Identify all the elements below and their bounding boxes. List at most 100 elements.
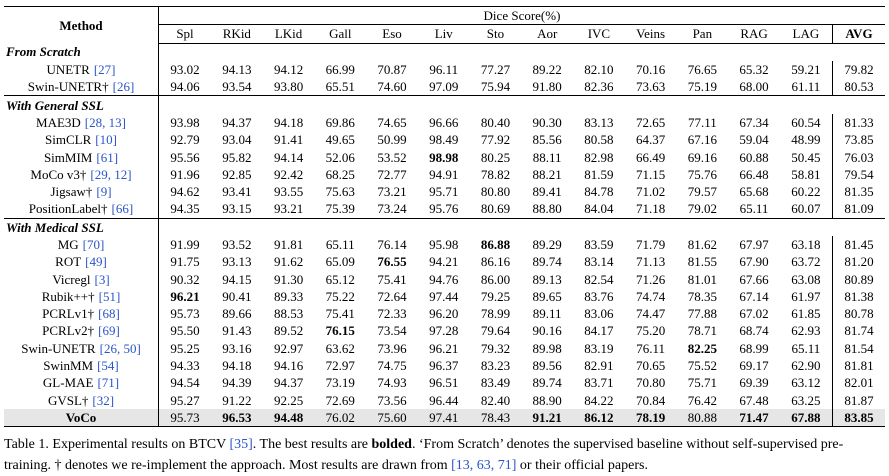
score-cell: 70.84 [635, 392, 666, 408]
score-cell: 89.98 [532, 340, 562, 356]
score-cell: 65.12 [325, 271, 355, 287]
score-cell: 81.81 [831, 356, 885, 375]
method-name: MG [57, 237, 79, 252]
score-cell: 75.60 [366, 408, 418, 428]
method-row: Swin-UNETR† [26] 94.06 93.54 93.80 65.51 74.60… [4, 78, 885, 96]
score-cell: 88.80 [532, 201, 562, 217]
score-cell: 71.02 [635, 184, 666, 200]
score-cell: 74.65 [377, 114, 407, 130]
score-cell: 71.15 [635, 166, 666, 182]
score-cell: 81.35 [831, 182, 885, 201]
score-cell: 89.66 [222, 306, 252, 322]
score-cell: 92.42 [273, 166, 304, 182]
score-cell: 91.30 [273, 271, 304, 287]
score-cell: 49.65 [325, 132, 355, 148]
citation: [71] [97, 375, 120, 391]
score-cell: 75.19 [687, 79, 717, 95]
score-cell: 71.18 [635, 201, 666, 217]
score-cell: 96.20 [429, 306, 459, 322]
method-cell: PCRLv2† [69] [4, 322, 159, 340]
score-cell: 93.80 [273, 79, 304, 95]
results-table: Method Dice Score(%) Spl RKid LKid Gall Eso L… [4, 5, 886, 428]
score-cell: 65.51 [325, 79, 355, 95]
score-cell: 75.20 [635, 323, 666, 339]
column-header: LKid [262, 24, 315, 44]
score-cell: 63.62 [325, 340, 355, 356]
method-cell: PositionLabel† [66] [4, 200, 159, 219]
caption-text: [13, 63, 71] [451, 458, 517, 474]
score-cell: 61.11 [791, 79, 821, 95]
score-cell: 82.98 [584, 149, 614, 165]
citation: [9] [96, 184, 112, 200]
citation: [28, 13] [84, 114, 126, 130]
score-cell: 78.35 [687, 288, 717, 304]
score-cell: 74.47 [635, 306, 666, 322]
header-row: Method Dice Score(%) [4, 5, 885, 44]
method-row: MG [70] 91.99 93.52 91.81 65.11 76.14 95.98 86.8… [4, 235, 885, 254]
score-cell: 92.25 [273, 392, 304, 408]
page: Method Dice Score(%) Spl RKid LKid Gall Eso L… [4, 5, 886, 474]
score-cell: 66.99 [325, 62, 355, 78]
method-row: Jigsaw† [9] 94.62 93.41 93.55 75.63 73.21 95.71… [4, 182, 885, 201]
score-cell: 75.76 [687, 166, 717, 182]
score-cell: 74.75 [377, 358, 407, 374]
score-cell: 96.21 [170, 288, 200, 304]
score-cell: 75.41 [377, 271, 407, 287]
score-cell: 67.97 [739, 237, 769, 252]
column-header: LAG [779, 24, 833, 44]
score-cell: 89.74 [532, 375, 562, 391]
score-cell: 94.18 [273, 114, 304, 130]
score-cell: 79.02 [687, 201, 717, 217]
score-cell: 80.40 [480, 114, 511, 130]
score-cell: 68.99 [739, 340, 769, 356]
section-fill [158, 217, 885, 236]
method-name: Jigsaw† [50, 184, 93, 200]
score-cell: 94.54 [170, 375, 200, 391]
score-cell: 81.33 [831, 113, 885, 132]
score-cell: 81.74 [831, 322, 885, 340]
column-header: Sto [469, 24, 522, 44]
score-cell: 82.25 [687, 340, 717, 356]
score-cell: 83.71 [584, 375, 614, 391]
score-cell: 90.30 [532, 114, 562, 130]
score-cell: 97.44 [429, 288, 459, 304]
score-cell: 79.82 [831, 60, 885, 79]
score-cell: 93.21 [273, 201, 304, 217]
score-cell: 76.15 [325, 323, 355, 339]
score-cell: 93.52 [222, 237, 252, 252]
score-cell: 77.88 [687, 306, 717, 322]
score-cell: 78.71 [687, 323, 717, 339]
score-cell: 73.63 [635, 79, 666, 95]
caption-text: [35] [229, 437, 253, 453]
method-cell: GVSL† [32] [4, 391, 159, 409]
score-cell: 94.14 [273, 149, 304, 165]
score-cell: 67.34 [739, 114, 769, 130]
score-cell: 89.74 [532, 254, 562, 270]
section-fill [159, 43, 886, 61]
method-name: GVSL† [47, 392, 89, 408]
score-cell: 75.39 [325, 201, 355, 217]
score-cell: 50.45 [791, 149, 821, 165]
method-row: SimMIM [61] 95.56 95.82 94.14 52.06 53.52 98.98… [4, 148, 885, 166]
method-name: PCRLv1† [42, 306, 95, 322]
score-cell: 65.09 [325, 254, 355, 270]
score-cell: 80.80 [480, 184, 511, 200]
method-cell: GL-MAE [71] [4, 374, 159, 392]
method-name: Swin-UNETR† [27, 79, 109, 95]
score-cell: 81.62 [687, 237, 717, 252]
score-cell: 67.90 [739, 254, 769, 270]
score-cell: 69.39 [739, 375, 769, 391]
score-cell: 86.16 [480, 254, 511, 270]
method-row: VoCo 95.73 96.53 94.48 76.02 75.60 97.41 78.43 9… [4, 408, 885, 428]
score-cell: 73.96 [377, 340, 407, 356]
score-cell: 63.08 [791, 271, 821, 287]
score-cell: 79.57 [687, 184, 717, 200]
score-cell: 83.76 [584, 288, 614, 304]
method-name: Swin-UNETR [21, 340, 96, 356]
score-cell: 68.74 [739, 323, 769, 339]
score-cell: 95.82 [222, 149, 252, 165]
method-cell: SimMIM [61] [4, 148, 159, 166]
score-cell: 96.37 [429, 358, 459, 374]
score-cell: 93.13 [222, 254, 252, 270]
score-cell: 83.14 [584, 254, 614, 270]
